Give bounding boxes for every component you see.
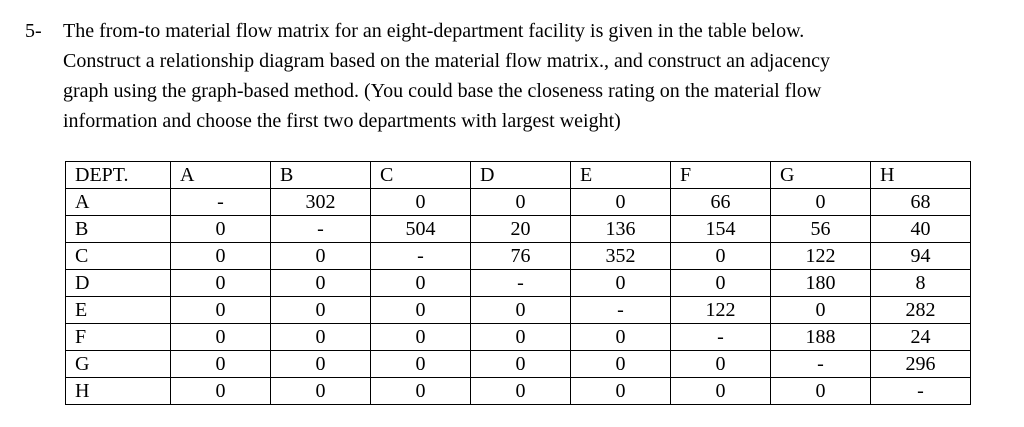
table-cell: 0	[170, 215, 271, 243]
table-cell: -	[370, 242, 471, 270]
table-cell: 0	[470, 188, 571, 216]
table-cell: 154	[670, 215, 771, 243]
table-cell: 0	[270, 377, 371, 405]
row-label: E	[65, 296, 171, 324]
table-cell: 24	[870, 323, 971, 351]
column-header-h: H	[870, 161, 971, 189]
row-label: A	[65, 188, 171, 216]
table-cell: 0	[670, 377, 771, 405]
table-cell: 0	[270, 350, 371, 378]
row-label: F	[65, 323, 171, 351]
table-cell: -	[270, 215, 371, 243]
table-cell: 20	[470, 215, 571, 243]
table-cell: 0	[170, 296, 271, 324]
table-cell: 0	[170, 323, 271, 351]
column-header-e: E	[570, 161, 671, 189]
table-cell: 0	[570, 188, 671, 216]
table-cell: 0	[270, 296, 371, 324]
table-cell: 0	[470, 350, 571, 378]
problem-text-line: Construct a relationship diagram based o…	[63, 50, 830, 72]
column-header-g: G	[770, 161, 871, 189]
row-label: D	[65, 269, 171, 297]
problem-text-line: information and choose the first two dep…	[63, 110, 621, 132]
table-cell: -	[670, 323, 771, 351]
table-cell: 0	[170, 350, 271, 378]
table-cell: 122	[770, 242, 871, 270]
table-cell: 0	[770, 296, 871, 324]
table-cell: 188	[770, 323, 871, 351]
table-cell: 40	[870, 215, 971, 243]
table-cell: 0	[170, 377, 271, 405]
table-cell: 0	[570, 377, 671, 405]
table-cell: 0	[270, 242, 371, 270]
problem-text-line: graph using the graph-based method. (You…	[63, 80, 822, 102]
table-cell: -	[870, 377, 971, 405]
table-cell: 8	[870, 269, 971, 297]
table-cell: 0	[370, 188, 471, 216]
table-row: A - 302 0 0 0 66 0 68	[65, 188, 971, 216]
table-cell: 122	[670, 296, 771, 324]
table-cell: 0	[170, 242, 271, 270]
table-cell: 68	[870, 188, 971, 216]
table-cell: 282	[870, 296, 971, 324]
table-cell: 0	[370, 350, 471, 378]
column-header-d: D	[470, 161, 571, 189]
problem-number: 5-	[25, 20, 42, 42]
table-cell: 0	[370, 377, 471, 405]
table-cell: 180	[770, 269, 871, 297]
problem-statement: 5- The from-to material flow matrix for …	[25, 16, 830, 136]
table-cell: 0	[570, 269, 671, 297]
column-header-c: C	[370, 161, 471, 189]
table-cell: 504	[370, 215, 471, 243]
table-cell: 0	[170, 269, 271, 297]
table-cell: 0	[270, 269, 371, 297]
table-cell: 0	[270, 323, 371, 351]
table-row: G 0 0 0 0 0 0 - 296	[65, 350, 971, 378]
table-row: D 0 0 0 - 0 0 180 8	[65, 269, 971, 297]
table-cell: 302	[270, 188, 371, 216]
table-cell: 0	[470, 377, 571, 405]
row-label: C	[65, 242, 171, 270]
table-row: B 0 - 504 20 136 154 56 40	[65, 215, 971, 243]
row-label: H	[65, 377, 171, 405]
table-cell: 136	[570, 215, 671, 243]
table-cell: 94	[870, 242, 971, 270]
table-row: H 0 0 0 0 0 0 0 -	[65, 377, 971, 405]
table-cell: 0	[670, 242, 771, 270]
column-header-dept: DEPT.	[65, 161, 171, 189]
column-header-b: B	[270, 161, 371, 189]
table-cell: 0	[570, 350, 671, 378]
row-label: B	[65, 215, 171, 243]
table-cell: 76	[470, 242, 571, 270]
table-cell: 0	[370, 323, 471, 351]
table-row: E 0 0 0 0 - 122 0 282	[65, 296, 971, 324]
table-cell: -	[470, 269, 571, 297]
table-cell: 56	[770, 215, 871, 243]
table-cell: 66	[670, 188, 771, 216]
column-header-a: A	[170, 161, 271, 189]
table-cell: 0	[370, 269, 471, 297]
row-label: G	[65, 350, 171, 378]
table-cell: 0	[470, 323, 571, 351]
table-cell: 0	[570, 323, 671, 351]
table-cell: 0	[470, 296, 571, 324]
table-row: C 0 0 - 76 352 0 122 94	[65, 242, 971, 270]
table-cell: 0	[770, 188, 871, 216]
problem-text-line: The from-to material flow matrix for an …	[63, 20, 805, 42]
problem-text: The from-to material flow matrix for an …	[63, 16, 830, 136]
table-cell: 352	[570, 242, 671, 270]
column-header-f: F	[670, 161, 771, 189]
table-cell: -	[770, 350, 871, 378]
table-cell: 0	[370, 296, 471, 324]
table-cell: 0	[770, 377, 871, 405]
table-cell: 0	[670, 269, 771, 297]
table-cell: 0	[670, 350, 771, 378]
table-cell: -	[170, 188, 271, 216]
table-row: F 0 0 0 0 0 - 188 24	[65, 323, 971, 351]
table-header-row: DEPT. A B C D E F G H	[65, 161, 971, 189]
table-cell: 296	[870, 350, 971, 378]
table-cell: -	[570, 296, 671, 324]
material-flow-matrix-table: DEPT. A B C D E F G H A - 302 0 0 0 66 0…	[65, 161, 971, 405]
